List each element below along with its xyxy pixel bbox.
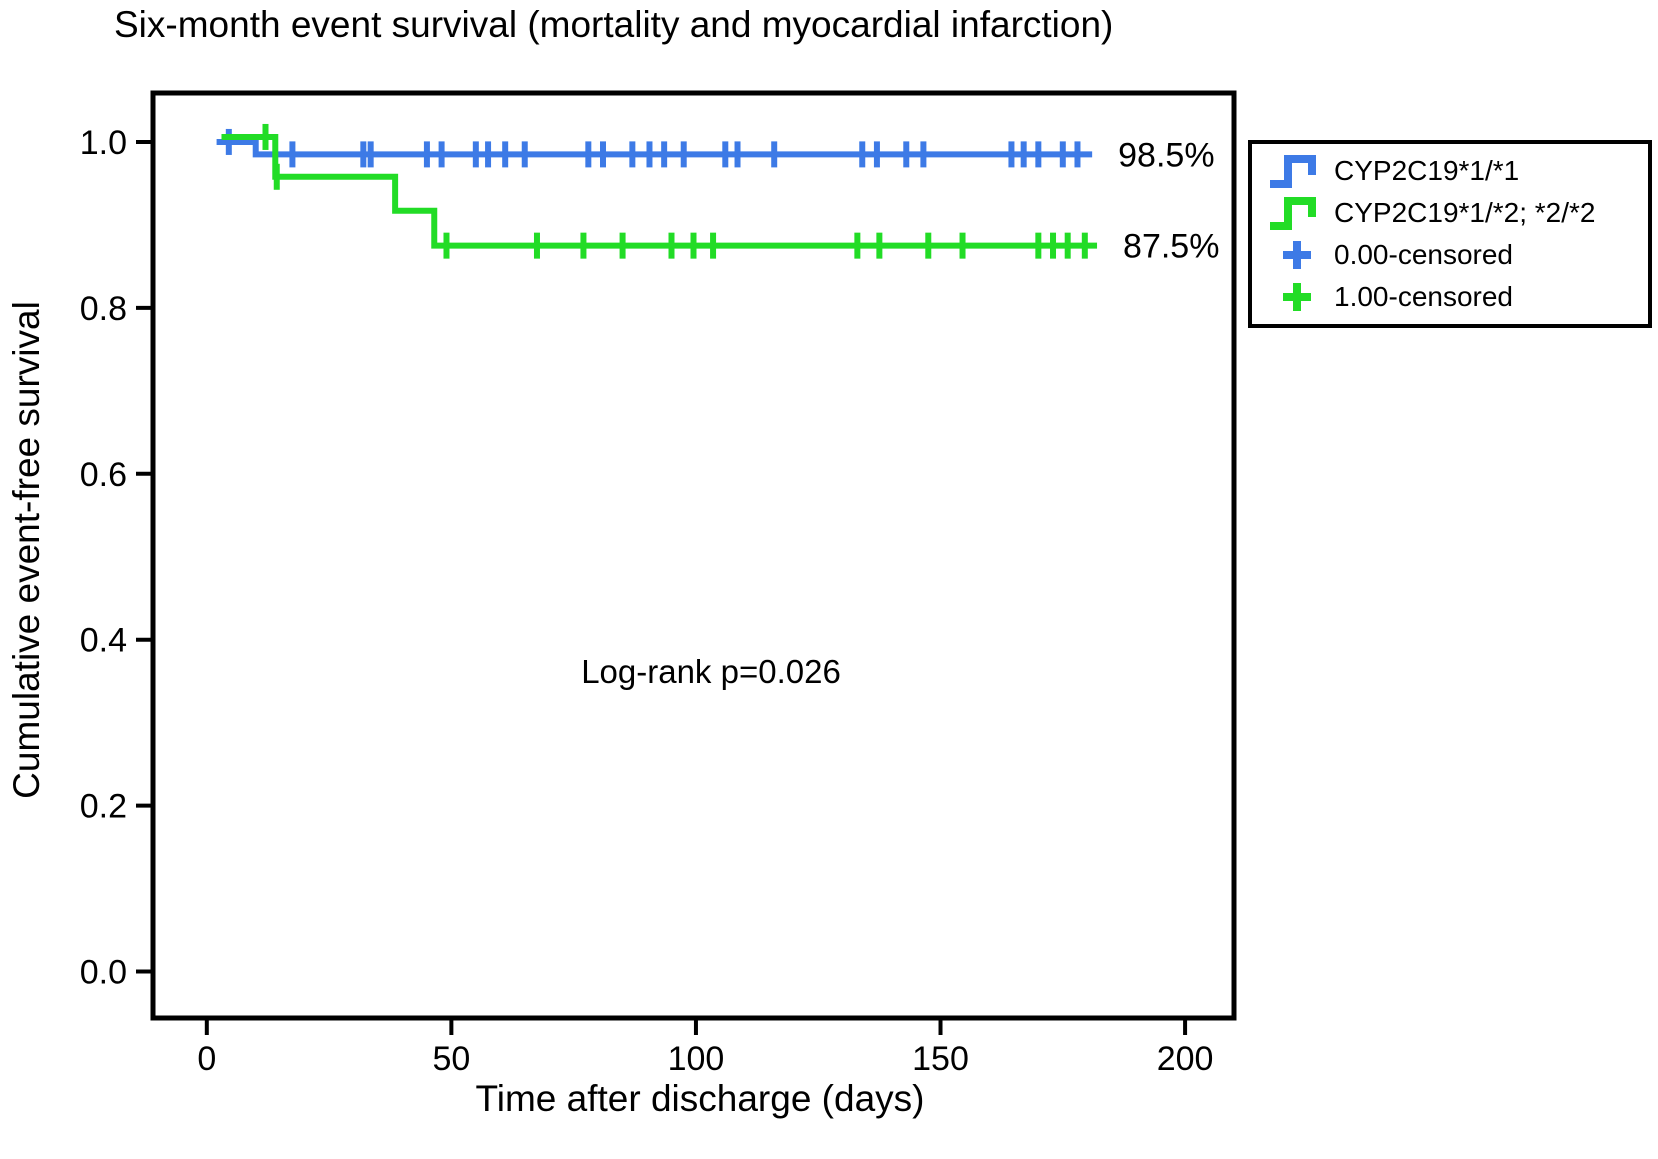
blue-step-line-icon xyxy=(1270,155,1316,188)
green-step-line-icon xyxy=(1270,197,1316,230)
legend-label-group1: CYP2C19*1/*1 xyxy=(1334,155,1520,186)
curve-end-label: 87.5% xyxy=(1123,228,1219,266)
legend-item-censored-1: 1.00-censored xyxy=(1260,276,1642,318)
legend-item-group1: CYP2C19*1/*1 xyxy=(1260,150,1642,192)
legend-label-censored-1: 1.00-censored xyxy=(1334,281,1514,312)
x-tick-label: 200 xyxy=(1157,1040,1214,1078)
legend-symbol-cell xyxy=(1260,279,1334,315)
y-tick-label: 0.2 xyxy=(80,788,127,826)
x-tick-label: 100 xyxy=(668,1040,725,1078)
y-tick-label: 1.0 xyxy=(80,124,127,162)
legend-box: CYP2C19*1/*1 CYP2C19*1/*2; *2/*2 0.00-ce… xyxy=(1248,140,1652,328)
legend-symbol-cell xyxy=(1260,237,1334,273)
green-plus-censor-icon xyxy=(1283,283,1311,311)
legend-item-censored-0: 0.00-censored xyxy=(1260,234,1642,276)
y-tick-label: 0.6 xyxy=(80,456,127,494)
curve-end-label: 98.5% xyxy=(1118,136,1214,174)
x-axis-title: Time after discharge (days) xyxy=(475,1078,925,1119)
x-tick-label: 50 xyxy=(432,1040,470,1078)
x-tick-label: 0 xyxy=(197,1040,216,1078)
survival-curve-blue xyxy=(216,138,1093,158)
legend-label-censored-0: 0.00-censored xyxy=(1334,239,1514,270)
legend-symbol-cell xyxy=(1260,151,1334,191)
legend-symbol-cell xyxy=(1260,193,1334,233)
plot-frame xyxy=(150,90,1237,1021)
log-rank-annotation: Log-rank p=0.026 xyxy=(581,653,841,690)
survival-curve-green xyxy=(221,133,1098,249)
chart-title: Six-month event survival (mortality and … xyxy=(114,4,1114,45)
legend-item-group2: CYP2C19*1/*2; *2/*2 xyxy=(1260,192,1642,234)
legend-label-group2: CYP2C19*1/*2; *2/*2 xyxy=(1334,197,1596,228)
y-tick-label: 0.8 xyxy=(80,290,127,328)
blue-plus-censor-icon xyxy=(1283,241,1311,269)
y-tick-label: 0.4 xyxy=(80,622,127,660)
y-tick-label: 0.0 xyxy=(80,954,127,992)
x-tick-label: 150 xyxy=(912,1040,969,1078)
